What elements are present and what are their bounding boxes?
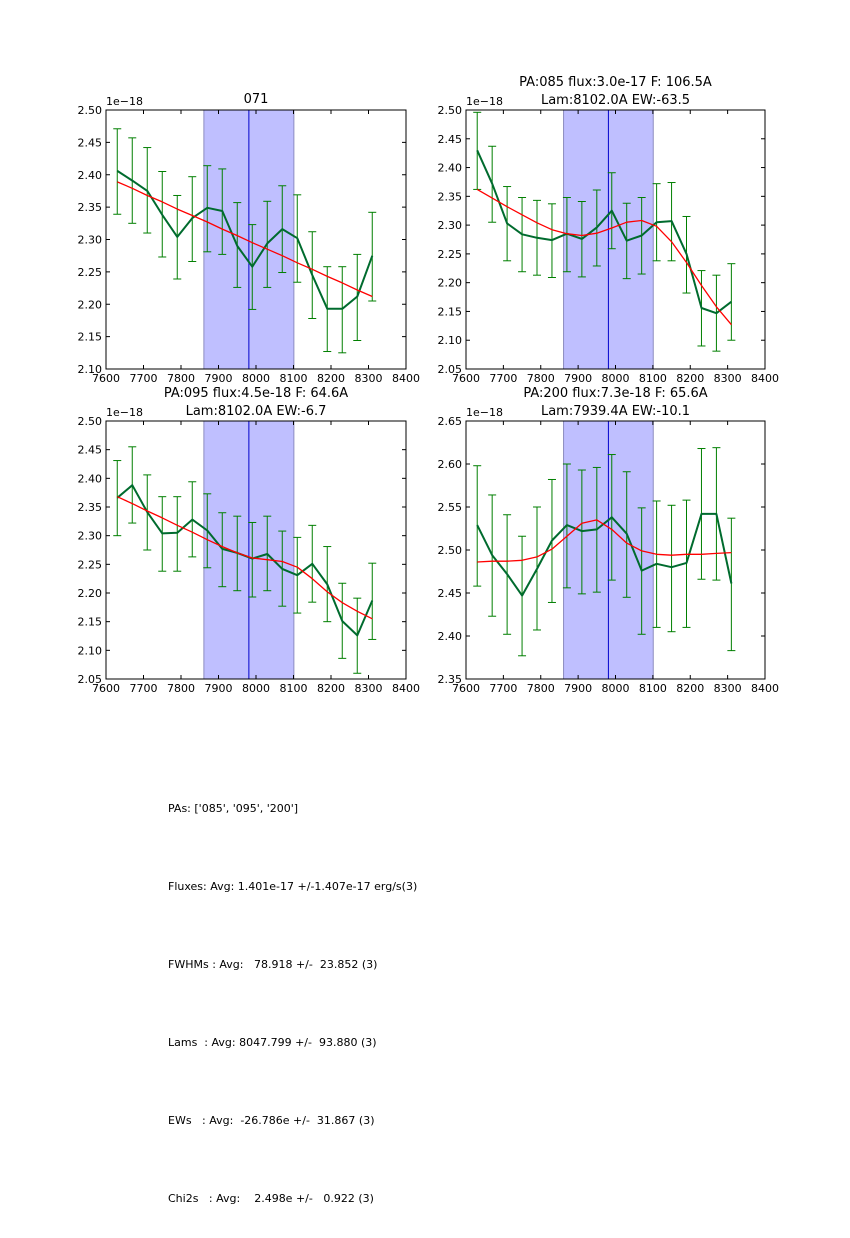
y-tick-label: 2.40 <box>78 169 103 182</box>
x-tick-label: 8400 <box>751 372 779 385</box>
y-tick-label: 2.45 <box>78 136 103 149</box>
x-tick-label: 7900 <box>205 682 233 695</box>
x-tick-label: 7700 <box>489 682 517 695</box>
y-tick-label: 2.15 <box>438 305 463 318</box>
y-exponent-label: 1e−18 <box>466 406 503 419</box>
panel-title: PA:085 flux:3.0e-17 F: 106.5A <box>519 75 712 90</box>
y-exponent-label: 1e−18 <box>466 95 503 108</box>
y-tick-label: 2.40 <box>438 162 463 175</box>
y-tick-label: 2.60 <box>438 458 463 471</box>
y-tick-label: 2.05 <box>78 673 103 686</box>
y-tick-label: 2.20 <box>78 298 103 311</box>
y-tick-label: 2.25 <box>78 558 103 571</box>
x-tick-label: 7800 <box>167 372 195 385</box>
errorbar <box>668 505 676 631</box>
y-tick-label: 2.35 <box>78 201 103 214</box>
y-tick-label: 2.15 <box>78 616 103 629</box>
y-tick-label: 2.20 <box>78 587 103 600</box>
panel-subtitle: Lam:8102.0A EW:-63.5 <box>541 93 690 108</box>
x-tick-label: 8300 <box>714 372 742 385</box>
y-tick-label: 2.30 <box>78 234 103 247</box>
x-tick-label: 8100 <box>280 372 308 385</box>
x-tick-label: 8300 <box>714 682 742 695</box>
y-tick-label: 2.50 <box>438 104 463 117</box>
errorbar <box>173 497 181 572</box>
y-tick-label: 2.10 <box>438 334 463 347</box>
x-tick-label: 8400 <box>751 682 779 695</box>
y-tick-label: 2.10 <box>78 363 103 376</box>
x-tick-label: 7900 <box>564 372 592 385</box>
y-tick-label: 2.40 <box>438 630 463 643</box>
x-tick-label: 8200 <box>317 682 345 695</box>
x-tick-label: 7700 <box>130 372 158 385</box>
stats-lams: Lams : Avg: 8047.799 +/- 93.880 (3) <box>168 1030 417 1056</box>
y-tick-label: 2.30 <box>438 219 463 232</box>
x-tick-label: 7800 <box>527 682 555 695</box>
y-tick-label: 2.25 <box>78 266 103 279</box>
y-tick-label: 2.40 <box>78 472 103 485</box>
y-tick-label: 2.35 <box>78 501 103 514</box>
panel-subtitle: Lam:7939.4A EW:-10.1 <box>541 404 690 419</box>
stats-chi2s: Chi2s : Avg: 2.498e +/- 0.922 (3) <box>168 1186 417 1212</box>
x-tick-label: 7900 <box>564 682 592 695</box>
errorbar <box>727 518 735 650</box>
panel-title: PA:095 flux:4.5e-18 F: 64.6A <box>164 386 348 401</box>
x-tick-label: 8000 <box>242 372 270 385</box>
y-tick-label: 2.20 <box>438 277 463 290</box>
y-tick-label: 2.15 <box>78 331 103 344</box>
x-tick-label: 8200 <box>676 372 704 385</box>
x-tick-label: 8200 <box>676 682 704 695</box>
x-tick-label: 7900 <box>205 372 233 385</box>
x-tick-label: 8400 <box>392 372 420 385</box>
x-tick-label: 7800 <box>527 372 555 385</box>
stats-ews: EWs : Avg: -26.786e +/- 31.867 (3) <box>168 1108 417 1134</box>
x-tick-label: 7700 <box>130 682 158 695</box>
y-tick-label: 2.50 <box>438 544 463 557</box>
x-tick-label: 8000 <box>602 372 630 385</box>
y-tick-label: 2.45 <box>438 587 463 600</box>
x-tick-label: 8000 <box>242 682 270 695</box>
summary-stats: PAs: ['085', '095', '200'] Fluxes: Avg: … <box>168 744 417 1238</box>
x-tick-label: 7800 <box>167 682 195 695</box>
y-tick-label: 2.50 <box>78 415 103 428</box>
x-tick-label: 8400 <box>392 682 420 695</box>
y-tick-label: 2.35 <box>438 190 463 203</box>
y-tick-label: 2.10 <box>78 644 103 657</box>
stats-fwhms: FWHMs : Avg: 78.918 +/- 23.852 (3) <box>168 952 417 978</box>
y-tick-label: 2.55 <box>438 501 463 514</box>
y-tick-label: 2.05 <box>438 363 463 376</box>
y-tick-label: 2.25 <box>438 248 463 261</box>
x-tick-label: 8100 <box>639 372 667 385</box>
y-tick-label: 2.65 <box>438 415 463 428</box>
y-exponent-label: 1e−18 <box>106 406 143 419</box>
stats-pas: PAs: ['085', '095', '200'] <box>168 796 417 822</box>
y-tick-label: 2.30 <box>78 530 103 543</box>
y-exponent-label: 1e−18 <box>106 95 143 108</box>
x-tick-label: 8000 <box>602 682 630 695</box>
x-tick-label: 8200 <box>317 372 345 385</box>
panel-title: PA:200 flux:7.3e-18 F: 65.6A <box>523 386 707 401</box>
x-tick-label: 8300 <box>355 682 383 695</box>
x-tick-label: 7700 <box>489 372 517 385</box>
x-tick-label: 8100 <box>639 682 667 695</box>
stats-fluxes: Fluxes: Avg: 1.401e-17 +/-1.407e-17 erg/… <box>168 874 417 900</box>
y-tick-label: 2.50 <box>78 104 103 117</box>
y-tick-label: 2.45 <box>438 133 463 146</box>
panel-subtitle: Lam:8102.0A EW:-6.7 <box>186 404 327 419</box>
y-tick-label: 2.45 <box>78 444 103 457</box>
x-tick-label: 8300 <box>355 372 383 385</box>
y-tick-label: 2.35 <box>438 673 463 686</box>
panel-title: 071 <box>244 92 269 107</box>
x-tick-label: 8100 <box>280 682 308 695</box>
